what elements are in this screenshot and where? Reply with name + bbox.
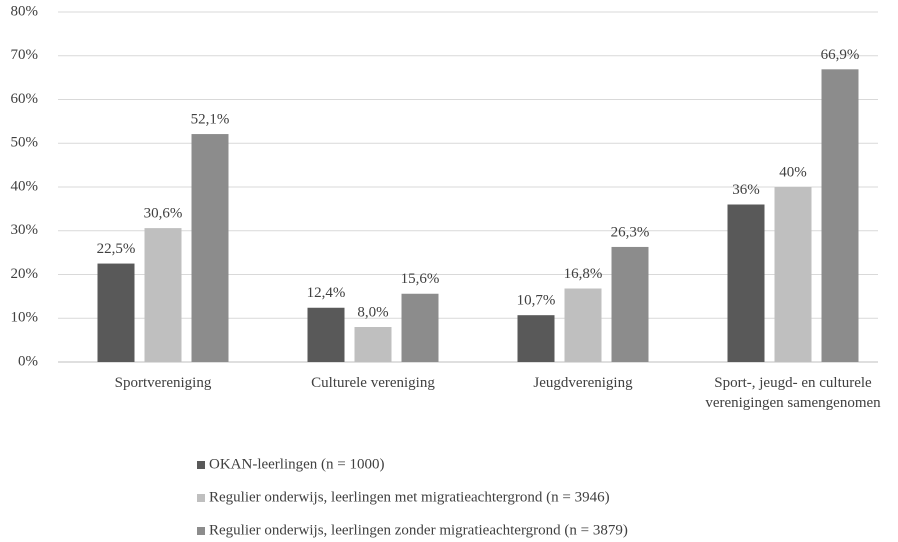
y-tick-label: 10% [11, 310, 39, 326]
value-label: 22,5% [97, 241, 136, 257]
value-label: 15,6% [401, 271, 440, 287]
legend-swatch [197, 527, 205, 535]
legend-swatch [197, 494, 205, 502]
x-tick-label: Culturele vereniging [311, 375, 435, 391]
y-tick-label: 80% [11, 3, 39, 19]
value-label: 30,6% [144, 206, 183, 222]
bar [564, 288, 602, 362]
value-label: 66,9% [821, 47, 860, 63]
value-label: 40% [779, 164, 807, 180]
bar [774, 187, 812, 362]
y-tick-label: 0% [18, 353, 38, 369]
value-label: 52,1% [191, 112, 230, 128]
bar [97, 263, 135, 362]
x-tick-label: Sport-, jeugd- en culturele verenigingen … [705, 375, 881, 411]
bar [517, 315, 555, 362]
value-label: 36% [732, 182, 760, 198]
value-label: 12,4% [307, 285, 346, 301]
bar [821, 69, 859, 362]
bar [191, 134, 229, 362]
legend-swatch [197, 461, 205, 469]
bar [354, 327, 392, 362]
bar [611, 246, 649, 362]
y-tick-label: 40% [11, 178, 39, 194]
value-label: 10,7% [517, 293, 556, 309]
value-label: 16,8% [564, 266, 603, 282]
value-label: 26,3% [611, 224, 650, 240]
bar [727, 204, 765, 362]
y-tick-label: 70% [11, 47, 39, 63]
legend-label: OKAN-leerlingen (n = 1000) [209, 456, 385, 472]
legend-label: Regulier onderwijs, leerlingen zonder mi… [209, 522, 628, 538]
bar [144, 228, 182, 362]
bar [307, 307, 345, 362]
y-tick-label: 30% [11, 222, 39, 238]
bar [401, 293, 439, 362]
y-tick-label: 60% [11, 91, 39, 107]
x-tick-label: Jeugdvereniging [533, 375, 633, 391]
y-tick-label: 20% [11, 266, 39, 282]
y-tick-label: 50% [11, 135, 39, 151]
legend-label: Regulier onderwijs, leerlingen met migra… [209, 489, 610, 505]
value-label: 8,0% [357, 304, 388, 320]
x-tick-label: Sportvereniging [115, 375, 212, 391]
